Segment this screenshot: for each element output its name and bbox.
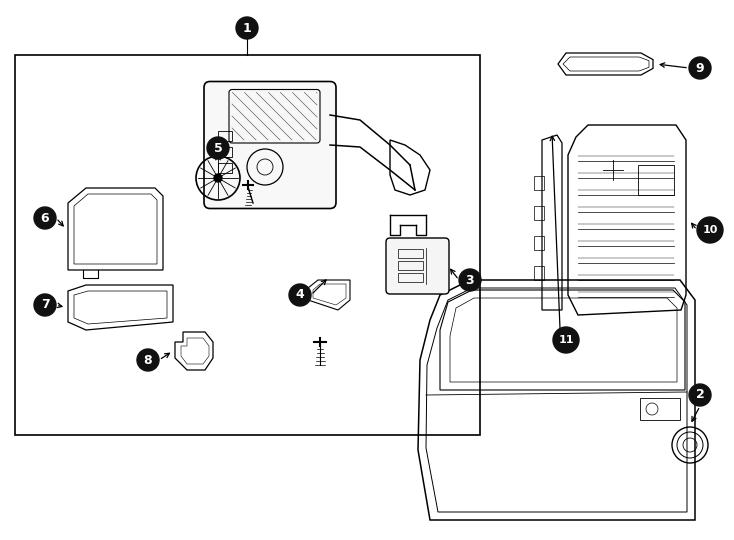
Text: 3: 3 xyxy=(465,273,474,287)
Text: 11: 11 xyxy=(559,335,574,345)
Bar xyxy=(398,273,423,282)
Bar xyxy=(398,249,423,258)
Bar xyxy=(534,236,544,250)
Circle shape xyxy=(689,384,711,406)
Circle shape xyxy=(553,327,579,353)
Text: 7: 7 xyxy=(40,299,49,312)
Circle shape xyxy=(34,207,56,229)
Bar xyxy=(218,147,232,157)
Bar xyxy=(640,398,680,420)
Circle shape xyxy=(207,137,229,159)
Text: 5: 5 xyxy=(214,141,222,154)
Bar xyxy=(398,261,423,270)
Text: 8: 8 xyxy=(144,354,153,367)
FancyBboxPatch shape xyxy=(386,238,449,294)
Circle shape xyxy=(214,174,222,182)
Text: 2: 2 xyxy=(696,388,705,402)
Circle shape xyxy=(137,349,159,371)
Text: 6: 6 xyxy=(40,212,49,225)
FancyBboxPatch shape xyxy=(204,82,336,208)
Text: 4: 4 xyxy=(296,288,305,301)
Text: 10: 10 xyxy=(702,225,718,235)
Bar xyxy=(534,206,544,220)
Text: 1: 1 xyxy=(243,22,251,35)
Circle shape xyxy=(34,294,56,316)
Text: 9: 9 xyxy=(696,62,705,75)
Circle shape xyxy=(289,284,311,306)
Bar xyxy=(218,131,232,141)
Bar xyxy=(218,163,232,173)
Circle shape xyxy=(236,17,258,39)
Bar xyxy=(534,176,544,190)
Bar xyxy=(15,55,480,435)
Circle shape xyxy=(459,269,481,291)
Bar xyxy=(638,165,674,195)
Circle shape xyxy=(689,57,711,79)
Bar xyxy=(534,266,544,280)
Circle shape xyxy=(697,217,723,243)
